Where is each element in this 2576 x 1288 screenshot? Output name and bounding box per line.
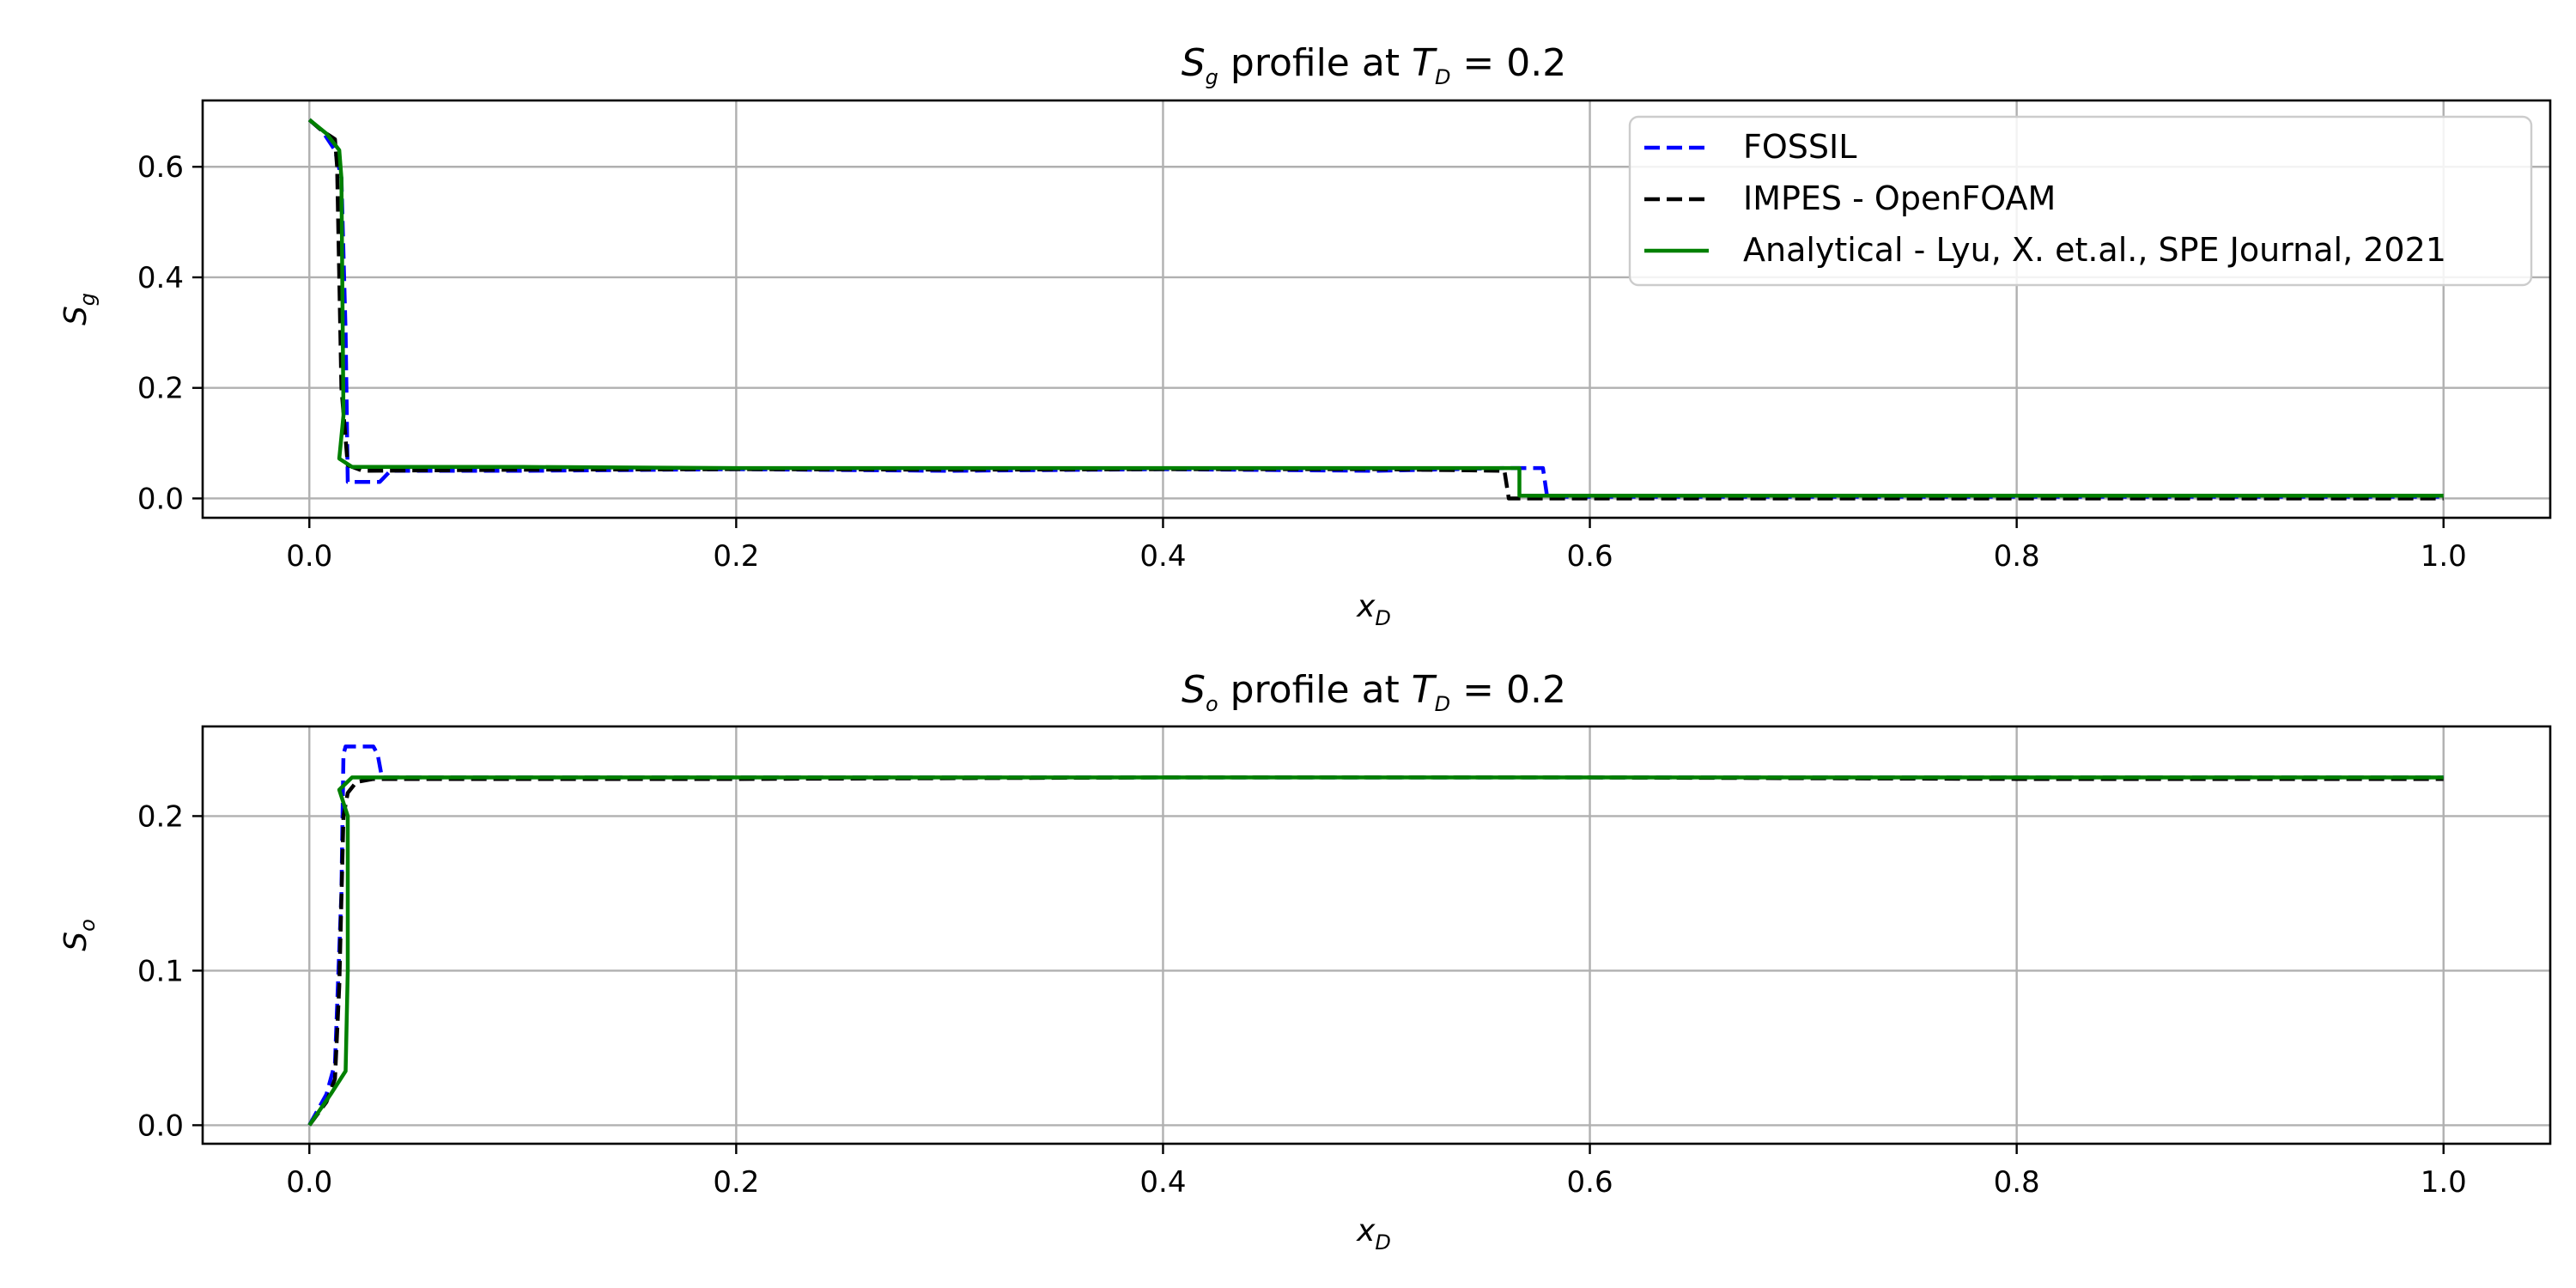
chart-title: Sg profile at TD = 0.2 xyxy=(1182,41,1567,89)
y-axis-label: Sg xyxy=(58,293,100,325)
x-tick-label: 0.4 xyxy=(1139,1165,1186,1200)
x-tick-label: 0.0 xyxy=(286,1165,332,1200)
series-line-analytical-lyu-x-et-al-spe-journal-2021 xyxy=(307,775,2444,1127)
x-tick-label: 0.6 xyxy=(1567,539,1613,574)
x-tick-label: 0.6 xyxy=(1567,1165,1613,1200)
y-tick-label: 0.4 xyxy=(137,261,184,295)
legend-label-analytical: Analytical - Lyu, X. et.al., SPE Journal… xyxy=(1743,231,2446,269)
so-profile-chart: So profile at TD = 0.2 0.0 0.2 0.4 0.6 0.8 1.… xyxy=(58,668,2552,1255)
series-line-impes-openfoam xyxy=(307,775,2444,1127)
series-layer xyxy=(307,744,2444,1127)
x-tick-label: 0.0 xyxy=(286,539,332,574)
y-tick-label: 0.2 xyxy=(137,799,184,834)
series-line-analytical-lyu-x-et-al-spe-journal-2021 xyxy=(307,118,2444,498)
y-tick-label: 0.1 xyxy=(137,954,184,988)
legend-label-impes: IMPES - OpenFOAM xyxy=(1743,179,2056,217)
x-tick-label: 0.8 xyxy=(1994,1165,2040,1200)
plot-frame xyxy=(201,99,2552,519)
tick-layer: 0.0 0.2 0.4 0.6 0.8 1.0 0.0 0.2 0.4 0.6 xyxy=(137,150,2467,574)
y-tick-label: 0.2 xyxy=(137,372,184,406)
grid xyxy=(203,726,2550,1144)
chart-title: So profile at TD = 0.2 xyxy=(1182,668,1566,716)
y-axis-label: So xyxy=(58,919,100,951)
sg-profile-chart: Sg profile at TD = 0.2 0.0 0.2 0.4 0.6 0.8 1.… xyxy=(58,41,2552,630)
tick-layer: 0.0 0.2 0.4 0.6 0.8 1.0 0.0 0.1 0.2 xyxy=(137,799,2467,1200)
series-layer xyxy=(307,118,2444,501)
x-axis-label: xD xyxy=(1356,589,1391,630)
x-tick-label: 0.4 xyxy=(1139,539,1186,574)
x-tick-label: 0.2 xyxy=(713,539,759,574)
y-tick-label: 0.0 xyxy=(137,482,184,516)
legend-box xyxy=(1628,115,2533,287)
x-axis-label: xD xyxy=(1356,1213,1391,1255)
x-tick-label: 1.0 xyxy=(2421,1165,2467,1200)
x-tick-label: 1.0 xyxy=(2421,539,2467,574)
legend-label-fossil: FOSSIL xyxy=(1743,128,1856,166)
x-tick-label: 0.8 xyxy=(1994,539,2040,574)
series-line-fossil xyxy=(307,744,2444,1127)
legend: FOSSIL IMPES - OpenFOAM Analytical - Lyu… xyxy=(1628,115,2533,287)
plot-frame xyxy=(201,725,2552,1145)
x-tick-label: 0.2 xyxy=(713,1165,759,1200)
y-tick-label: 0.6 xyxy=(137,150,184,185)
y-tick-label: 0.0 xyxy=(137,1109,184,1143)
